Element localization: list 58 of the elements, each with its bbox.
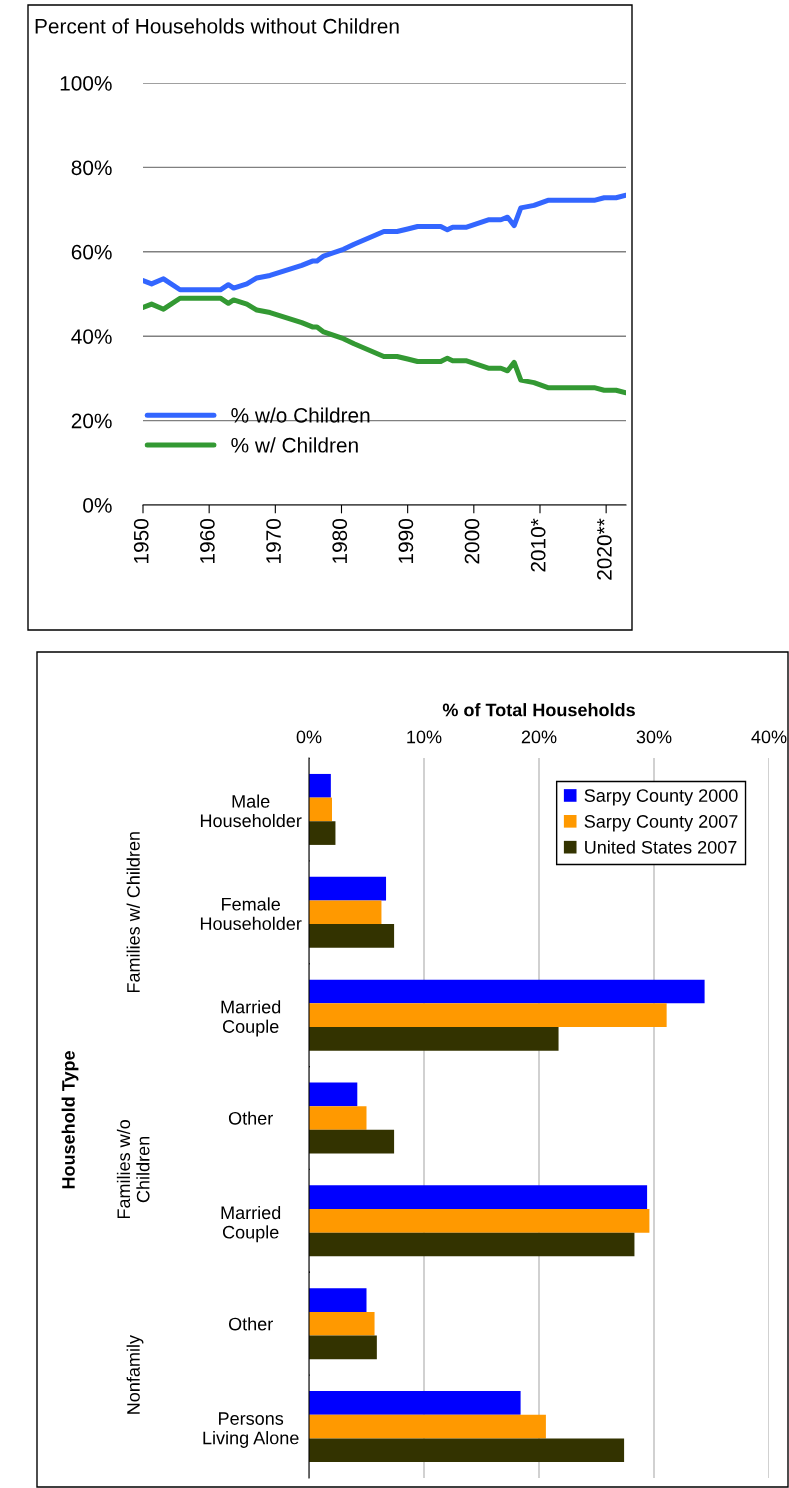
legend-label: % w/ Children — [231, 437, 358, 453]
y-tick-label: Married Couple — [221, 1205, 281, 1243]
bar — [309, 1209, 650, 1233]
x-tick-label: 2010* — [530, 518, 546, 572]
bar — [309, 1288, 367, 1312]
y-tick-label: 40% — [71, 329, 112, 344]
bar — [309, 1391, 521, 1415]
x-tick-label: 2000 — [464, 519, 480, 564]
legend-label: United States 2007 — [585, 840, 737, 854]
x-tick-label: 1960 — [200, 519, 215, 563]
x-tick-label: 0% — [296, 730, 322, 744]
x-tick-label: 30% — [636, 730, 672, 744]
x-tick-label: 1950 — [133, 519, 149, 563]
bar — [309, 1003, 667, 1027]
y-tick-label: 0% — [83, 498, 112, 513]
bar — [309, 1232, 635, 1257]
bar — [309, 821, 336, 845]
x-axis-title: % of Total Households — [442, 703, 635, 717]
x-tick-label: 40% — [751, 730, 787, 744]
y-tick-label: Persons Living Alone — [203, 1412, 299, 1448]
bar — [309, 1335, 377, 1360]
text: Families w/ Children — [126, 832, 140, 993]
bar — [309, 1185, 648, 1210]
legend-label: % w/o Children — [231, 407, 370, 423]
y-tick-label: 60% — [71, 244, 112, 260]
chart-title: Percent of Households without Children — [35, 18, 399, 34]
y-tick-label: 100% — [60, 76, 112, 91]
bar — [309, 1311, 375, 1336]
y-tick-label: 20% — [71, 413, 112, 429]
x-tick-label: 1990 — [398, 519, 414, 563]
x-tick-label: 2020** — [596, 518, 612, 580]
bar — [309, 900, 382, 925]
y-tick-label: Other — [228, 1111, 273, 1125]
legend-label: Sarpy County 2000 — [584, 789, 738, 806]
y-tick-label: Other — [228, 1317, 273, 1331]
bar — [309, 797, 332, 822]
bar — [309, 773, 331, 798]
x-tick-label: 10% — [407, 730, 442, 744]
x-tick-label: 1970 — [266, 519, 281, 563]
bar — [309, 1438, 625, 1463]
bar — [309, 979, 705, 1004]
y-tick-label: Married Couple — [221, 1000, 281, 1037]
y-tick-label: Male Householder — [200, 794, 302, 828]
bar — [309, 1129, 395, 1154]
text: Families w/o Children — [116, 1120, 150, 1219]
text: Nonfamily — [126, 1335, 144, 1414]
bar — [309, 1106, 367, 1130]
bar — [309, 1026, 559, 1051]
y-axis-title: Household Type — [61, 1051, 79, 1189]
bar — [309, 1082, 358, 1107]
x-tick-label: 1980 — [332, 519, 348, 563]
y-tick-label: Female Householder — [200, 897, 302, 931]
x-tick-label: 20% — [521, 730, 557, 744]
bar — [309, 876, 387, 901]
legend-label: Sarpy County 2007 — [584, 815, 738, 832]
y-tick-label: 80% — [71, 160, 112, 176]
bar — [309, 924, 395, 948]
bar — [309, 1414, 546, 1439]
